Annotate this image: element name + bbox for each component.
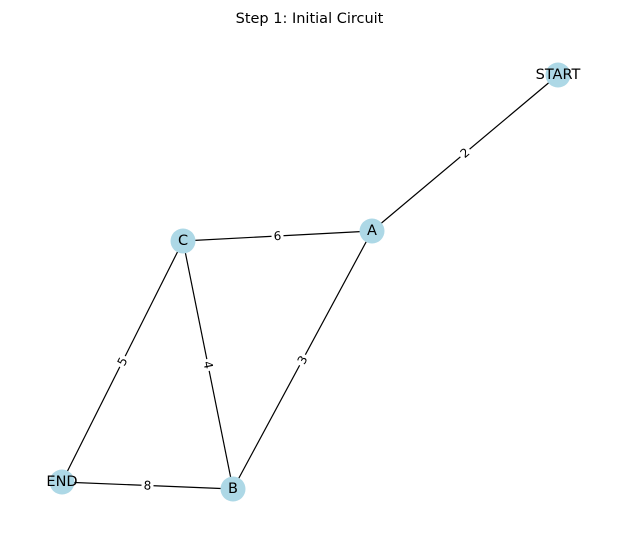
- node-circle: [359, 218, 385, 244]
- edge-weight-label: 3: [292, 350, 313, 370]
- node-circle: [170, 228, 196, 254]
- node-b: B: [220, 476, 246, 502]
- edge-labels-layer: 2 6 3 4 5 8: [112, 143, 475, 494]
- edge-weight-background: [141, 477, 154, 494]
- node-circle: [220, 476, 246, 502]
- edge-weight-text: 8: [143, 478, 151, 492]
- node-label: A: [367, 223, 377, 239]
- edge-weight-label: 2: [455, 143, 475, 163]
- node-start: START: [536, 62, 581, 88]
- edge-weight-background: [112, 352, 133, 371]
- edge-weight-label: 4: [198, 357, 218, 373]
- edge-weight-background: [292, 350, 313, 370]
- nodes-layer: START A C B END: [46, 62, 581, 502]
- node-c: C: [170, 228, 196, 254]
- edge-weight-text: 6: [273, 229, 281, 243]
- node-label: B: [228, 481, 238, 497]
- node-label: END: [46, 474, 77, 490]
- edge-weight-background: [455, 143, 475, 163]
- node-circle: [545, 62, 571, 88]
- edge-weight-label: 8: [141, 477, 154, 494]
- node-end: END: [46, 469, 78, 495]
- edge-weight-background: [271, 227, 284, 245]
- edge-weight-text: 4: [200, 360, 215, 370]
- edge-weight-label: 5: [112, 352, 133, 371]
- node-a: A: [359, 218, 385, 244]
- diagram-title: Step 1: Initial Circuit: [236, 11, 384, 27]
- node-circle: [49, 469, 75, 495]
- edge-weight-label: 6: [271, 227, 284, 245]
- edges-layer: [61, 74, 559, 490]
- edge-weight-background: [198, 357, 218, 373]
- node-label: C: [178, 233, 188, 249]
- node-label: START: [536, 67, 581, 83]
